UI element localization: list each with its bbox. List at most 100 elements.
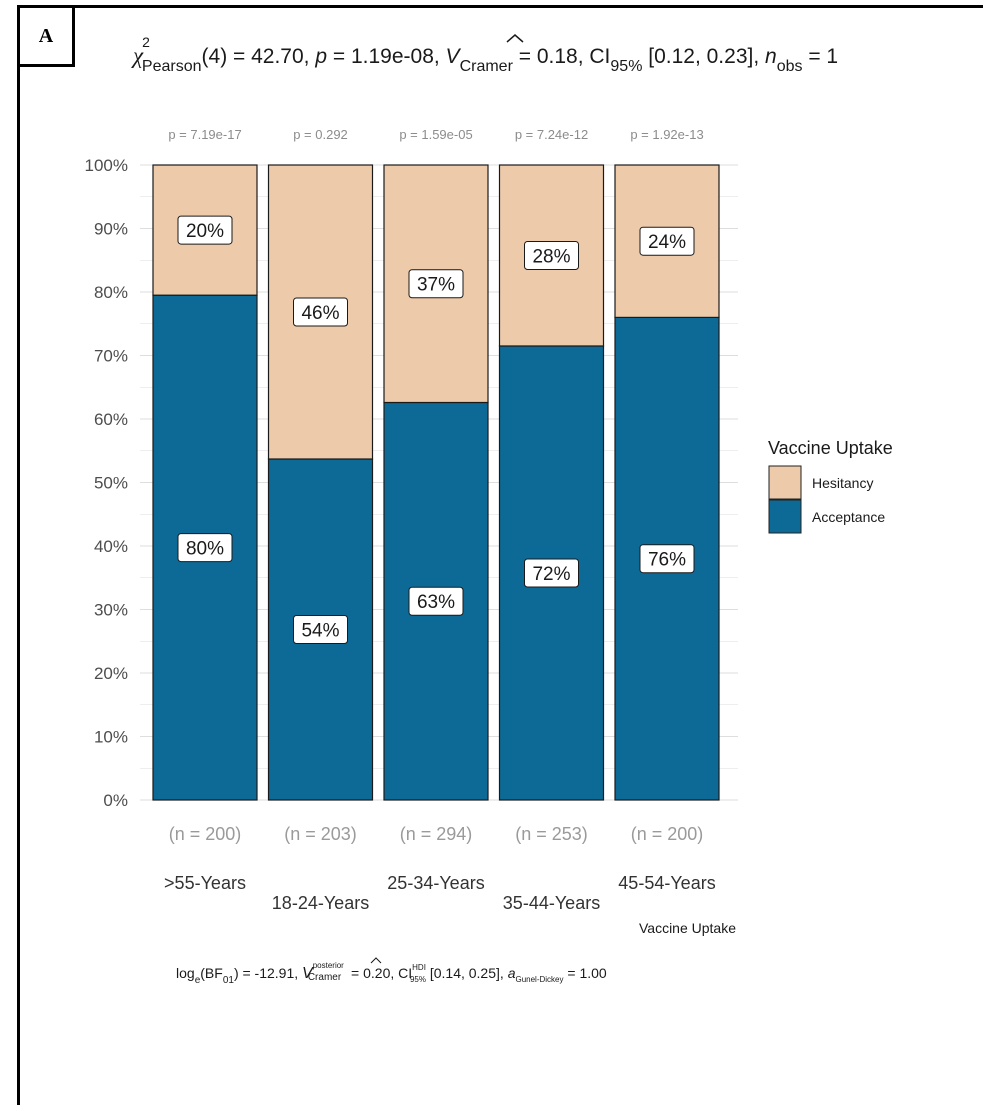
title-text-c: = 0.18, CI [513, 45, 610, 68]
p-value-labels: p = 7.19e-17 p = 0.292 p = 1.59e-05 p = 7.2… [168, 127, 703, 142]
title-chi-symbol: χ [131, 43, 144, 68]
data-label-box [293, 615, 348, 645]
y-tick-label: 70% [94, 347, 128, 366]
count-label: (n = 200) [169, 824, 242, 844]
x-axis-label: Vaccine Uptake [639, 920, 736, 936]
p-value-label: p = 1.92e-13 [630, 127, 703, 142]
data-label-box [293, 297, 348, 327]
count-label: (n = 253) [515, 824, 588, 844]
title-superscript: 2 [142, 34, 150, 50]
figure-frame [17, 5, 983, 1105]
data-label-text: 46% [301, 303, 339, 324]
p-value-label: p = 1.59e-05 [399, 127, 472, 142]
y-tick-label: 90% [94, 220, 128, 239]
data-label-text: 20% [186, 221, 224, 242]
data-label-box [524, 558, 579, 588]
x-tick-label: 25-34-Years [387, 873, 484, 893]
data-label-text: 63% [417, 592, 455, 613]
p-value-label: p = 7.24e-12 [515, 127, 588, 142]
legend-label-hesitancy: Hesitancy [812, 475, 873, 491]
caption-v-hat [370, 957, 382, 964]
data-label-acceptance: 80% [177, 533, 233, 563]
chart-title: χ2 Pearson(4) = 42.70, p = 1.19e-08, VCra… [131, 34, 838, 75]
caption-log-sub: e [195, 975, 201, 986]
data-label-hesitancy: 24% [639, 226, 695, 256]
data-label-hesitancy: 46% [293, 297, 348, 327]
caption-v-sup: posterior [313, 961, 344, 970]
y-tick-label: 20% [94, 664, 128, 683]
caption-bf-sub: 01 [223, 975, 235, 986]
data-label-box [177, 533, 233, 563]
title-text-e: = 1 [803, 45, 839, 68]
data-label-text: 76% [648, 550, 686, 571]
caption-a-sub: Gunel-Dickey [515, 975, 563, 984]
data-label-box [639, 226, 695, 256]
caption-a-symbol: a [508, 965, 516, 981]
data-label-hesitancy: 37% [408, 269, 464, 299]
y-axis: 0% 10% 20% 30% 40% 50% 60% 70% 80% 90% 100% [85, 156, 128, 810]
data-label-text: 37% [417, 275, 455, 296]
x-tick-label: >55-Years [164, 873, 246, 893]
x-axis: >55-Years 18-24-Years 25-34-Years 35-44-Yea… [164, 873, 716, 913]
data-label-box [639, 544, 695, 574]
title-n-subscript: obs [777, 58, 803, 75]
data-label-text: 72% [532, 564, 570, 585]
data-label-box [524, 240, 579, 270]
caption-text-c: = 1.00 [564, 965, 607, 981]
legend-swatch-acceptance [768, 499, 802, 534]
count-label: (n = 203) [284, 824, 357, 844]
stacked-bar-chart: χ2 Pearson(4) = 42.70, p = 1.19e-08, VCra… [85, 34, 893, 986]
data-label-hesitancy: 20% [177, 215, 233, 245]
p-value-label: p = 7.19e-17 [168, 127, 241, 142]
bar-labels: 80% 20% 54% 46% 63% 37% 72% 28% 76% 24% [177, 215, 695, 645]
data-label-box [177, 215, 233, 245]
data-label-acceptance: 76% [639, 544, 695, 574]
title-subscript: Pearson [142, 58, 202, 75]
title-v-subscript: Cramer [460, 58, 514, 75]
legend-title: Vaccine Uptake [768, 438, 893, 458]
count-labels: (n = 200) (n = 203) (n = 294) (n = 253) (n =… [169, 824, 704, 844]
caption-bf: (BF [200, 965, 223, 981]
y-tick-label: 10% [94, 728, 128, 747]
bars [152, 164, 720, 801]
title-text-b: = 1.19e-08, [327, 45, 446, 68]
title-n-symbol: n [765, 45, 777, 68]
legend-label-acceptance: Acceptance [812, 509, 885, 525]
y-tick-label: 100% [85, 156, 128, 175]
title-v-hat [506, 34, 524, 43]
chart-caption: loge(BF01) = -12.91, Vposterior Cramer = … [176, 961, 607, 986]
caption-v-symbol: V [302, 965, 314, 982]
y-tick-label: 0% [103, 791, 128, 810]
count-label: (n = 200) [631, 824, 704, 844]
p-value-label: p = 0.292 [293, 127, 348, 142]
data-label-acceptance: 63% [408, 586, 464, 616]
data-label-text: 80% [186, 539, 224, 560]
y-tick-label: 50% [94, 474, 128, 493]
data-label-text: 54% [301, 621, 339, 642]
panel-label: A [17, 5, 75, 67]
y-tick-label: 30% [94, 601, 128, 620]
x-tick-label: 35-44-Years [503, 893, 600, 913]
title-p-symbol: p [314, 45, 327, 68]
y-tick-label: 40% [94, 537, 128, 556]
data-label-text: 24% [648, 232, 686, 253]
data-label-box [408, 586, 464, 616]
data-label-text: 28% [532, 246, 570, 267]
caption-text-b: [0.14, 0.25], [426, 965, 508, 981]
caption-v-sub: Cramer [308, 972, 342, 983]
legend: Vaccine Uptake Hesitancy Acceptance [768, 438, 893, 534]
data-label-hesitancy: 28% [524, 240, 579, 270]
x-tick-label: 18-24-Years [272, 893, 369, 913]
title-text-d: [0.12, 0.23], [642, 45, 765, 68]
data-label-acceptance: 72% [524, 558, 579, 588]
y-tick-label: 80% [94, 283, 128, 302]
caption-prefix: log [176, 965, 195, 981]
data-label-acceptance: 54% [293, 615, 348, 645]
caption-after-bf: ) = -12.91, [234, 965, 302, 981]
caption-text-a: = 0.20, CI [347, 965, 412, 981]
caption-ci-sub: 95% [410, 975, 426, 984]
data-label-box [408, 269, 464, 299]
legend-swatch-hesitancy [768, 465, 802, 500]
title-text-a: (4) = 42.70, [202, 45, 316, 68]
count-label: (n = 294) [400, 824, 473, 844]
